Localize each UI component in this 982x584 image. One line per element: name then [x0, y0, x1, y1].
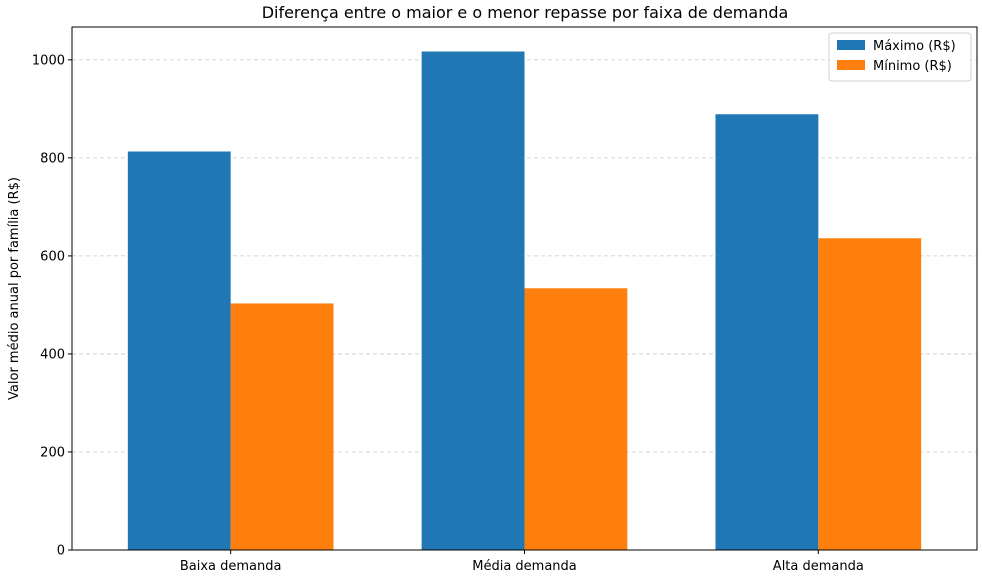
x-tick-label: Baixa demanda: [180, 559, 282, 574]
bar-minimo-2: [818, 238, 922, 550]
y-tick-label: 1000: [32, 53, 65, 68]
legend-swatch: [837, 60, 865, 70]
bar-maximo-0: [127, 151, 231, 550]
y-tick-label: 400: [40, 347, 65, 362]
bar-minimo-0: [230, 303, 334, 550]
chart-title: Diferença entre o maior e o menor repass…: [262, 3, 789, 22]
bar-minimo-1: [524, 288, 628, 550]
legend-label: Mínimo (R$): [873, 59, 952, 74]
bar-maximo-1: [421, 51, 525, 550]
legend-swatch: [837, 40, 865, 50]
legend-label: Máximo (R$): [873, 39, 956, 54]
x-tick-label: Alta demanda: [773, 559, 864, 574]
legend: Máximo (R$) Mínimo (R$): [828, 32, 972, 82]
y-tick-label: 800: [40, 151, 65, 166]
bar-maximo-2: [715, 114, 819, 551]
y-axis-label: Valor médio anual por família (R$): [7, 177, 22, 400]
x-axis: Baixa demanda Média demanda Alta demanda: [180, 550, 864, 574]
y-tick-label: 200: [40, 445, 65, 460]
y-tick-label: 0: [57, 544, 65, 559]
y-tick-label: 600: [40, 249, 65, 264]
y-axis: 0 200 400 600 800 1000: [32, 53, 72, 559]
bars: [127, 51, 922, 551]
x-tick-label: Média demanda: [472, 559, 577, 574]
plot-frame: [71, 26, 978, 551]
